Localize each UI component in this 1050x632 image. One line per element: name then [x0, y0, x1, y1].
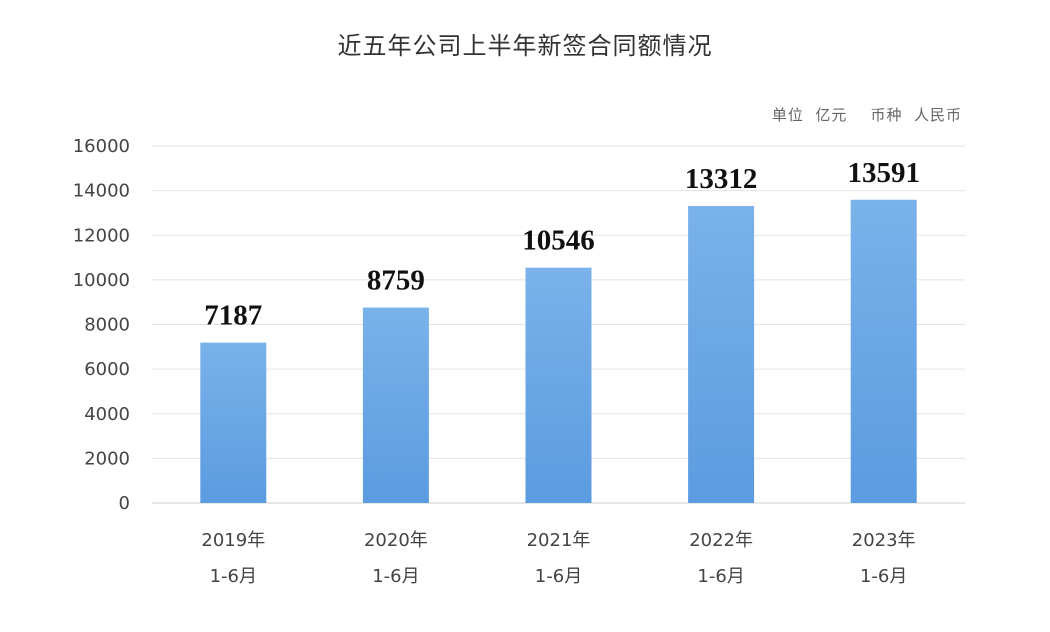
y-tick-label: 2000	[84, 448, 130, 469]
y-tick-label: 16000	[73, 136, 130, 157]
y-axis-ticks: 0 2000 4000 6000 8000 10000 12000 14000 16000	[73, 136, 130, 514]
x-tick-label: 2021年	[527, 530, 591, 551]
data-label: 10546	[522, 225, 595, 257]
y-tick-label: 8000	[84, 315, 130, 336]
bar	[200, 342, 267, 503]
x-tick-sublabel: 1-6月	[210, 566, 257, 587]
y-tick-label: 12000	[73, 225, 130, 246]
x-tick-label: 2023年	[852, 530, 916, 551]
bar	[525, 267, 592, 503]
bar	[362, 307, 429, 503]
bar	[850, 199, 917, 504]
y-tick-label: 10000	[73, 270, 130, 291]
y-tick-label: 4000	[84, 404, 130, 425]
x-tick-sublabel: 1-6月	[535, 566, 582, 587]
x-tick-label: 2022年	[689, 530, 753, 551]
x-tick-sublabel: 1-6月	[697, 566, 744, 587]
data-label: 13591	[847, 157, 920, 189]
bar	[688, 205, 755, 503]
unit-note: 单位 亿元 币种 人民币	[771, 106, 962, 124]
data-label: 7187	[204, 300, 262, 332]
data-label: 13312	[685, 163, 758, 195]
y-tick-label: 0	[119, 493, 130, 514]
data-label: 8759	[367, 265, 425, 297]
x-axis-ticks: 2019年 1-6月 2020年 1-6月 2021年 1-6月 2022年 1-6月 2023…	[201, 530, 915, 587]
y-tick-label: 14000	[73, 181, 130, 202]
x-tick-label: 2020年	[364, 530, 428, 551]
x-tick-sublabel: 1-6月	[860, 566, 907, 587]
x-tick-label: 2019年	[201, 530, 265, 551]
y-tick-label: 6000	[84, 359, 130, 380]
x-tick-sublabel: 1-6月	[372, 566, 419, 587]
data-labels: 7187 8759 10546 13312 13591	[204, 157, 920, 332]
bars	[200, 199, 917, 504]
chart-title: 近五年公司上半年新签合同额情况	[337, 32, 713, 60]
